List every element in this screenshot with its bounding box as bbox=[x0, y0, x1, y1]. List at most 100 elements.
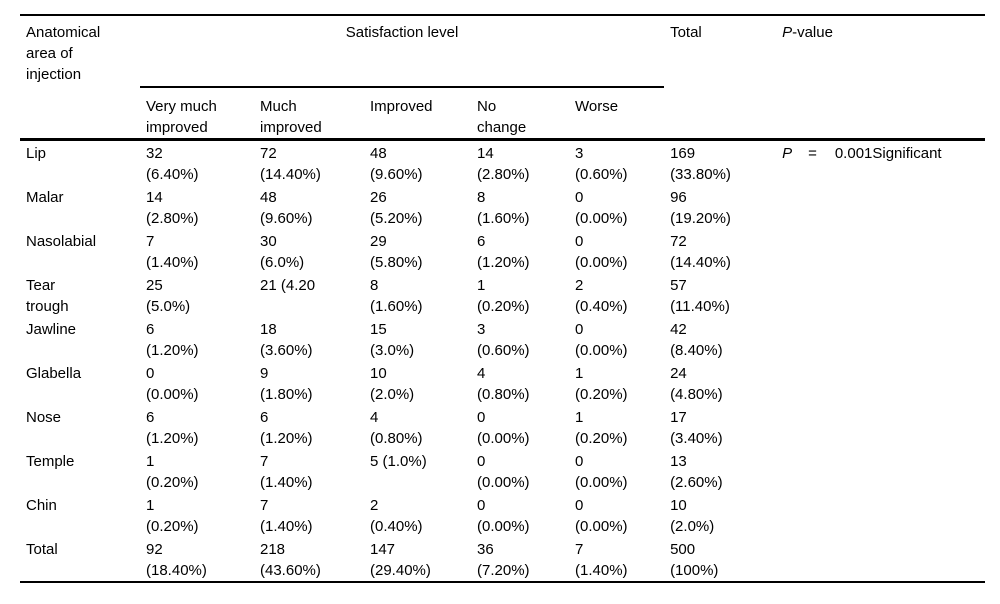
table-cell: 3 (0.60%) bbox=[471, 317, 569, 361]
cell-percent: (3.0%) bbox=[370, 342, 415, 359]
table-cell: 0 (0.00%) bbox=[569, 229, 664, 273]
cell-count: 14 bbox=[477, 145, 494, 162]
col-header-line: No bbox=[477, 98, 497, 115]
table-cell: 2 (0.40%) bbox=[364, 493, 471, 537]
row-label-line: Lip bbox=[26, 145, 47, 162]
pvalue-cell bbox=[776, 273, 985, 317]
cell-percent: (1.40%) bbox=[146, 254, 199, 271]
cell-count: 92 bbox=[146, 541, 163, 558]
table-cell: 9 (1.80%) bbox=[254, 361, 364, 405]
table-cell: 21 (4.20 bbox=[254, 273, 364, 317]
cell-count: 32 bbox=[146, 145, 163, 162]
table-cell: 10 (2.0%) bbox=[664, 493, 776, 537]
table-row: Lip 32 (6.40%) 72 (14.40%) 48 (9.60%) 14 (2.80%)… bbox=[20, 140, 985, 186]
pvalue-header-rest: -value bbox=[792, 24, 833, 41]
table-cell: 72 (14.40%) bbox=[254, 140, 364, 186]
cell-percent: (1.40%) bbox=[260, 474, 313, 491]
pvalue-cell bbox=[776, 493, 985, 537]
cell-percent: (0.00%) bbox=[477, 474, 530, 491]
table-cell: 8 (1.60%) bbox=[364, 273, 471, 317]
cell-percent: (1.80%) bbox=[260, 386, 313, 403]
table-cell: 0 (0.00%) bbox=[569, 493, 664, 537]
pvalue-equals: = bbox=[808, 145, 817, 162]
header-row-sub: Very much improved Much improved Improve… bbox=[20, 87, 985, 140]
col-header-line: change bbox=[477, 119, 527, 136]
cell-count: 15 bbox=[370, 321, 387, 338]
table-cell: 18 (3.60%) bbox=[254, 317, 364, 361]
col-header-line bbox=[370, 117, 469, 138]
cell-percent: (1.20%) bbox=[146, 430, 199, 447]
table-cell: 26 (5.20%) bbox=[364, 185, 471, 229]
cell-percent: (0.00%) bbox=[477, 518, 530, 535]
cell-count: 42 bbox=[670, 321, 687, 338]
table-cell: 36 (7.20%) bbox=[471, 537, 569, 582]
table-cell: 57 (11.40%) bbox=[664, 273, 776, 317]
cell-count: 9 bbox=[260, 365, 269, 382]
row-label-line: Jawline bbox=[26, 321, 77, 338]
table-cell: 4 (0.80%) bbox=[471, 361, 569, 405]
cell-percent: (6.40%) bbox=[146, 166, 199, 183]
cell-percent: (9.60%) bbox=[260, 210, 313, 227]
table-cell: 32 (6.40%) bbox=[140, 140, 254, 186]
row-label-line bbox=[26, 340, 138, 361]
cell-count: 0 bbox=[575, 233, 584, 250]
table-cell: 0 (0.00%) bbox=[140, 361, 254, 405]
cell-percent: (0.00%) bbox=[575, 518, 628, 535]
row-label-line bbox=[26, 384, 138, 405]
table-header: Anatomical area of injection Satisfactio… bbox=[20, 15, 986, 140]
row-label: Glabella bbox=[20, 361, 140, 405]
cell-count: 4 bbox=[370, 409, 379, 426]
cell-count: 7 bbox=[260, 497, 269, 514]
row-label-line: Chin bbox=[26, 497, 57, 514]
area-header-line: injection bbox=[26, 66, 82, 83]
cell-count: 500 bbox=[670, 541, 696, 558]
col-header-very-much-improved: Very much improved bbox=[140, 87, 254, 140]
cell-percent: (0.00%) bbox=[575, 254, 628, 271]
table-cell: 147 (29.40%) bbox=[364, 537, 471, 582]
cell-count: 7 bbox=[260, 453, 269, 470]
col-header-line: Much bbox=[260, 98, 297, 115]
col-header-much-improved: Much improved bbox=[254, 87, 364, 140]
pvalue-cell bbox=[776, 449, 985, 493]
cell-count: 25 bbox=[146, 277, 163, 294]
col-header-line: Worse bbox=[575, 98, 619, 115]
cell-count: 7 bbox=[575, 541, 584, 558]
row-label-line bbox=[26, 164, 138, 185]
cell-count: 3 bbox=[575, 145, 584, 162]
row-label-line: Tear bbox=[26, 277, 56, 294]
cell-count: 1 bbox=[575, 409, 584, 426]
table-cell: 13 (2.60%) bbox=[664, 449, 776, 493]
cell-percent: (0.00%) bbox=[477, 430, 530, 447]
row-label-line: Nasolabial bbox=[26, 233, 97, 250]
cell-count: 0 bbox=[477, 453, 486, 470]
cell-percent: (2.60%) bbox=[670, 474, 723, 491]
cell-count: 6 bbox=[260, 409, 269, 426]
area-of-injection-header: Anatomical area of injection bbox=[20, 15, 140, 140]
cell-percent: (14.40%) bbox=[670, 254, 731, 271]
cell-count: 48 bbox=[260, 189, 277, 206]
row-label-line: trough bbox=[26, 298, 69, 315]
cell-percent: (4.80%) bbox=[670, 386, 723, 403]
cell-count: 169 bbox=[670, 145, 696, 162]
table-cell: 30 (6.0%) bbox=[254, 229, 364, 273]
cell-count: 17 bbox=[670, 409, 687, 426]
table-cell: 96 (19.20%) bbox=[664, 185, 776, 229]
row-label: Nasolabial bbox=[20, 229, 140, 273]
cell-percent: (33.80%) bbox=[670, 166, 731, 183]
cell-count: 96 bbox=[670, 189, 687, 206]
row-label-line bbox=[26, 208, 138, 229]
cell-percent: (2.80%) bbox=[146, 210, 199, 227]
cell-percent: (0.20%) bbox=[575, 430, 628, 447]
table-cell: 3 (0.60%) bbox=[569, 140, 664, 186]
cell-count: 29 bbox=[370, 233, 387, 250]
row-label-line bbox=[26, 560, 138, 581]
col-header-worse: Worse bbox=[569, 87, 664, 140]
table-row: Chin 1 (0.20%) 7 (1.40%) 2 (0.40%) 0 (0.00%) 0 (0.… bbox=[20, 493, 985, 537]
row-label: Total bbox=[20, 537, 140, 582]
table-cell: 1 (0.20%) bbox=[140, 449, 254, 493]
cell-percent: (7.20%) bbox=[477, 562, 530, 579]
pvalue-header: P-value bbox=[776, 15, 985, 140]
table-cell: 0 (0.00%) bbox=[471, 405, 569, 449]
cell-count: 8 bbox=[477, 189, 486, 206]
row-label-line bbox=[26, 428, 138, 449]
